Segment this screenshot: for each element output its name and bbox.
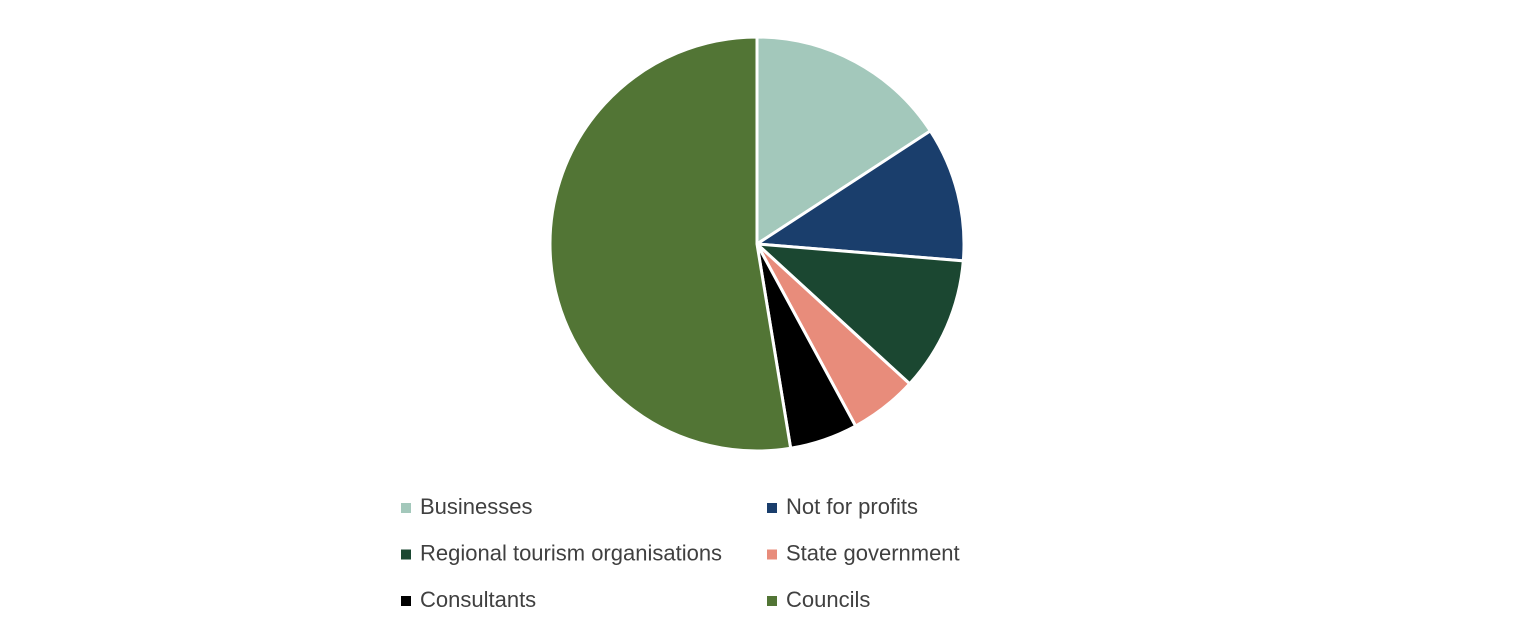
legend-marker xyxy=(767,549,777,560)
pie-slice xyxy=(752,128,966,263)
legend-marker xyxy=(401,596,411,606)
pie-slice xyxy=(752,242,965,386)
pie-slice xyxy=(548,35,793,453)
legend-label: State government xyxy=(786,540,960,565)
legend-label: Regional tourism organisations xyxy=(420,540,722,565)
legend-marker xyxy=(767,503,777,513)
legend-label: Businesses xyxy=(420,494,533,519)
legend-marker xyxy=(401,503,411,513)
pie-slice xyxy=(755,35,933,247)
legend-label: Councils xyxy=(786,587,870,612)
legend-marker xyxy=(401,549,411,560)
legend-label: Not for profits xyxy=(786,494,918,519)
legend-label: Consultants xyxy=(420,587,536,612)
legend-marker xyxy=(767,596,777,606)
